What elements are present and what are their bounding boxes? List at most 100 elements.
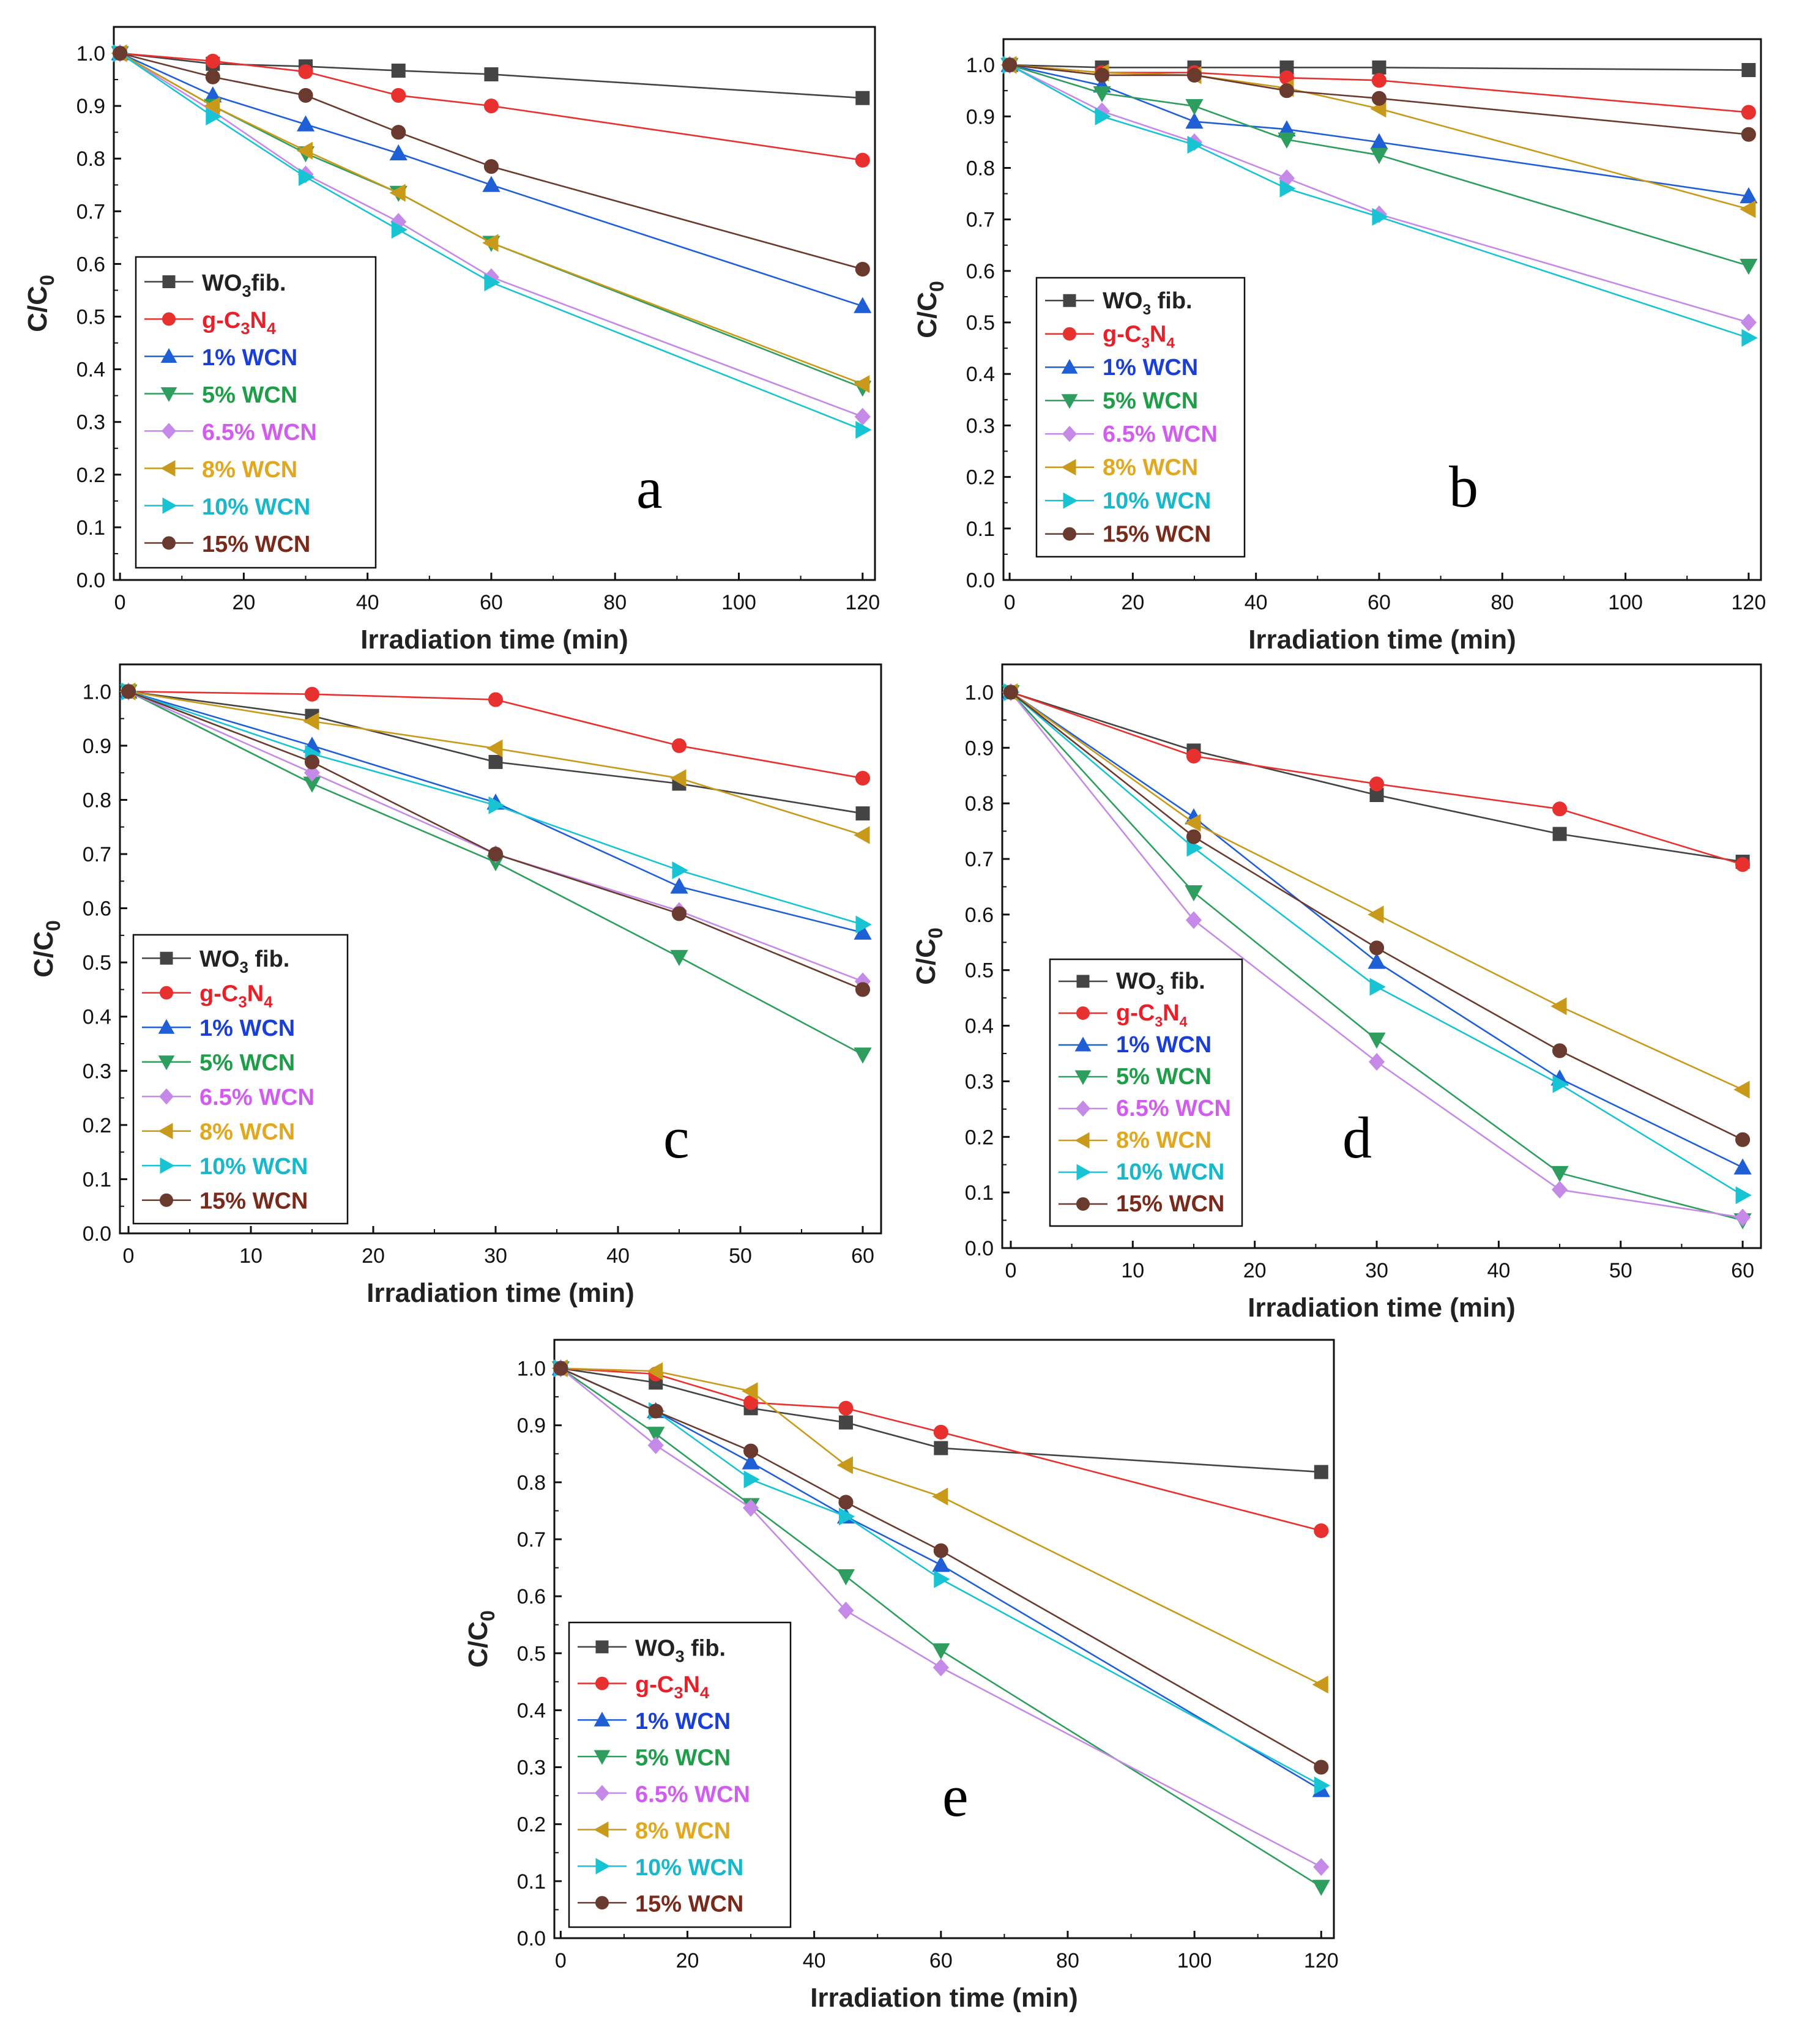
panel-letter: c	[663, 1105, 690, 1170]
legend-marker	[1062, 426, 1077, 442]
x-tick-label: 50	[1609, 1259, 1632, 1282]
x-tick-label: 100	[721, 591, 756, 614]
data-point	[389, 184, 406, 202]
y-tick-label: 0.7	[76, 200, 105, 223]
data-point	[1369, 940, 1385, 956]
legend-entry: 8% WCN	[578, 1818, 731, 1844]
series-w10	[1003, 683, 1752, 1205]
legend-box	[1035, 277, 1246, 558]
series-wo3	[113, 46, 870, 105]
legend-entry: 6.5% WCN	[1059, 1096, 1231, 1121]
series-gcn	[121, 684, 871, 786]
plot-frame	[1001, 663, 1762, 1249]
y-tick-label: 0.4	[76, 359, 105, 382]
legend-entry: 5% WCN	[1045, 388, 1198, 414]
x-tick-label: 0	[1005, 1259, 1016, 1282]
legend-label: WO3 fib.	[635, 1635, 726, 1665]
x-axis-title: Irradiation time (min)	[1248, 625, 1516, 655]
legend-marker	[595, 1785, 609, 1802]
data-point	[1312, 1879, 1330, 1896]
data-point	[1372, 207, 1388, 226]
legend-label: 6.5% WCN	[199, 1085, 315, 1110]
data-point	[1733, 1158, 1752, 1175]
legend-entry: 8% WCN	[1045, 455, 1198, 481]
legend-label-text: 8% WCN	[202, 457, 297, 483]
y-tick-label: 0.3	[966, 414, 995, 437]
data-point	[933, 1424, 948, 1440]
legend-label-text: g-C	[635, 1672, 674, 1698]
series-line	[560, 1367, 1322, 1473]
legend-label-text: fib.	[1164, 968, 1205, 994]
legend-label: 10% WCN	[202, 494, 310, 520]
data-point	[1185, 885, 1203, 902]
legend-label: g-C3N4	[1116, 1000, 1188, 1030]
data-point	[391, 220, 408, 239]
data-point	[296, 115, 315, 132]
data-point	[1186, 829, 1202, 844]
y-tick-label: 0.0	[965, 1237, 994, 1260]
legend-marker	[1076, 1197, 1090, 1211]
legend-label-text: fib.	[1151, 288, 1193, 314]
y-tick-label: 0.9	[965, 737, 994, 760]
x-tick-label: 10	[239, 1244, 262, 1268]
legend-label-text: 10% WCN	[635, 1855, 743, 1881]
series-w65	[553, 1359, 1330, 1876]
data-point	[1094, 67, 1110, 83]
data-point	[484, 273, 501, 292]
legend-entry: 1% WCN	[578, 1709, 731, 1734]
legend-label: 5% WCN	[202, 382, 297, 408]
legend-label-text: 15% WCN	[199, 1188, 308, 1214]
legend-entry: 5% WCN	[1059, 1064, 1212, 1090]
legend-entry: g-C3N4	[144, 308, 276, 338]
legend-entry: 6.5% WCN	[142, 1085, 315, 1110]
data-point	[854, 297, 872, 313]
data-point	[838, 1495, 854, 1510]
x-tick-label: 60	[851, 1244, 874, 1268]
legend-label-text: WO	[635, 1635, 675, 1661]
y-tick-label: 0.6	[517, 1585, 546, 1608]
data-point	[1369, 776, 1385, 792]
legend-marker	[160, 347, 177, 363]
legend-label: 1% WCN	[199, 1016, 295, 1041]
data-point	[1278, 132, 1296, 149]
data-point	[389, 144, 408, 161]
x-tick-label: 20	[1121, 591, 1144, 614]
data-point	[1741, 127, 1756, 142]
data-point	[1550, 1165, 1569, 1183]
data-point	[1735, 1186, 1752, 1205]
y-tick-label: 0.9	[517, 1414, 546, 1438]
data-point	[836, 1569, 855, 1586]
legend-entry: 5% WCN	[578, 1745, 731, 1771]
x-axis-title: Irradiation time (min)	[367, 1278, 635, 1308]
legend-label: g-C3N4	[1103, 322, 1175, 352]
x-tick-label: 40	[356, 591, 379, 614]
legend-label-text: N	[247, 981, 264, 1006]
legend-label: 15% WCN	[635, 1892, 743, 1917]
data-point	[304, 754, 320, 770]
legend-label-text: 10% WCN	[1116, 1159, 1224, 1185]
legend-box	[132, 934, 349, 1225]
legend-label-text: 10% WCN	[199, 1154, 308, 1180]
data-point	[299, 168, 315, 186]
legend-entry: WO3 fib.	[1059, 968, 1205, 998]
legend-label: 6.5% WCN	[635, 1782, 750, 1807]
series-line	[1009, 64, 1749, 136]
data-point	[838, 1601, 854, 1619]
data-point	[303, 712, 319, 730]
y-tick-label: 0.6	[83, 898, 111, 921]
data-point	[1279, 179, 1296, 198]
data-point	[1370, 147, 1388, 165]
legend-marker	[1063, 527, 1076, 541]
y-tick-label: 0.8	[83, 789, 111, 812]
legend-entry: 10% WCN	[1045, 488, 1211, 514]
y-tick-label: 0.4	[966, 363, 995, 386]
data-point	[1003, 685, 1019, 700]
series-line	[560, 1367, 1322, 1768]
legend-label-text: 10% WCN	[202, 494, 310, 520]
data-point	[1002, 58, 1018, 73]
x-tick-label: 120	[1304, 1949, 1339, 1972]
data-point	[647, 1427, 665, 1443]
legend-entry: 6.5% WCN	[578, 1782, 750, 1807]
series-line	[1010, 64, 1749, 71]
